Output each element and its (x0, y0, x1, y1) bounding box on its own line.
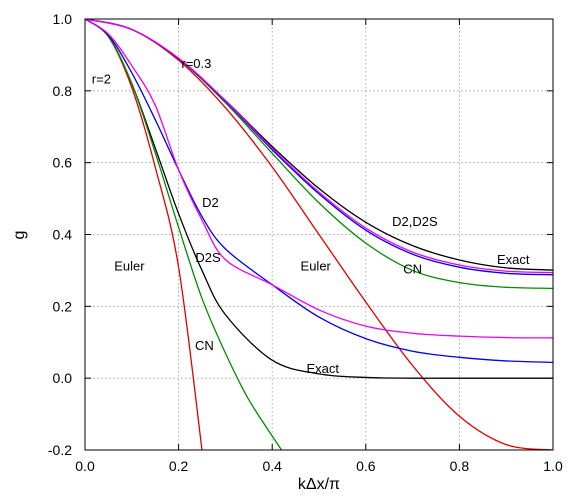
y-tick-label: -0.2 (48, 442, 72, 458)
y-tick-label: 0.2 (53, 298, 73, 314)
x-axis-label: kΔx/π (298, 476, 340, 493)
y-tick-label: 0.8 (53, 83, 73, 99)
series-group (85, 19, 553, 450)
annotation-label: D2,D2S (392, 214, 438, 229)
plot-frame (84, 18, 554, 451)
annotation-label: CN (403, 262, 422, 277)
annotation-label: Exact (497, 252, 530, 267)
x-tick-label: 0.6 (356, 458, 376, 474)
series-line (85, 19, 553, 339)
x-tick-label: 1.0 (543, 458, 563, 474)
annotations: r=0.3 r=2 D2 D2S Euler Euler CN CN Exact D2,D2S Ex… (92, 56, 530, 376)
annotation-label: r=0.3 (181, 56, 211, 71)
annotation-label: Euler (114, 259, 145, 274)
x-tick-label: 0.2 (169, 458, 189, 474)
y-axis-label: g (11, 231, 28, 240)
annotation-label: Euler (301, 259, 332, 274)
series-line (85, 19, 553, 364)
tick-labels: 0.0 0.2 0.4 0.6 0.8 1.0-0.20.00.20.40.60.81.0 (48, 11, 563, 474)
x-tick-label: 0.0 (75, 458, 95, 474)
annotation-label: r=2 (92, 71, 111, 86)
x-tick-label: 0.4 (262, 458, 282, 474)
annotation-label: CN (195, 338, 214, 353)
series-line (85, 19, 553, 450)
annotation-label: D2 (202, 195, 219, 210)
x-tick-label: 0.8 (450, 458, 470, 474)
y-tick-label: 0.0 (53, 370, 73, 386)
annotation-label: D2S (195, 250, 221, 265)
y-tick-label: 1.0 (53, 11, 73, 27)
annotation-label: Exact (306, 361, 339, 376)
series-line (85, 19, 283, 450)
y-tick-label: 0.4 (53, 227, 73, 243)
series-line (85, 19, 553, 274)
y-tick-label: 0.6 (53, 155, 73, 171)
